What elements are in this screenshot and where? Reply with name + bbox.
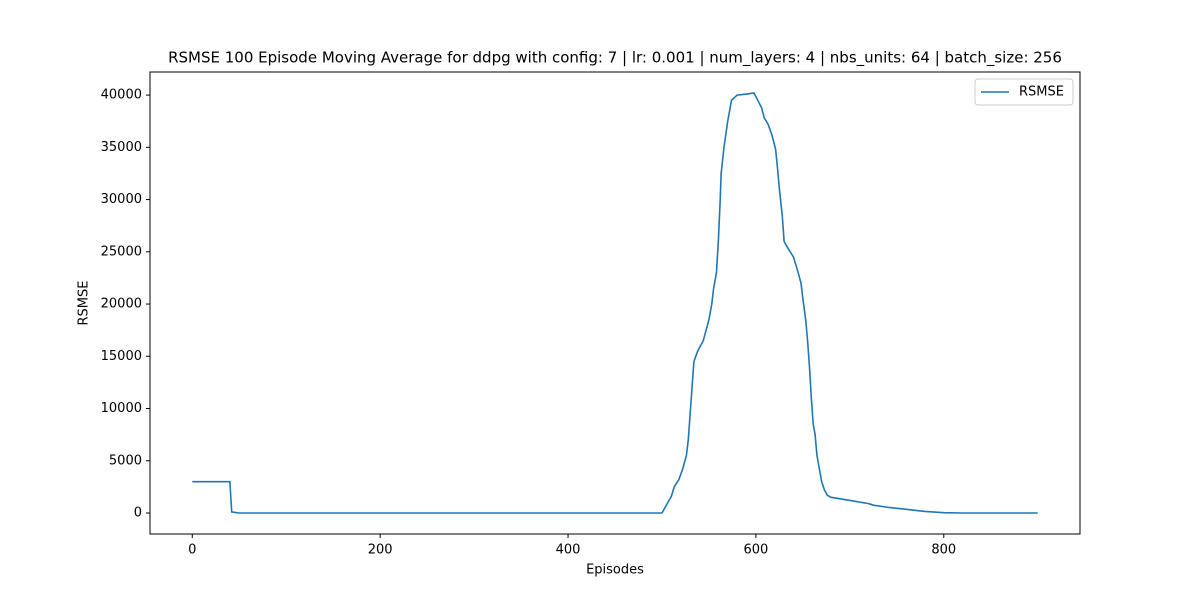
y-tick-label: 25000 (101, 244, 142, 259)
y-tick-label: 30000 (101, 192, 142, 207)
x-tick-label: 0 (188, 543, 196, 558)
legend-label: RSMSE (1019, 85, 1064, 100)
y-tick-label: 20000 (101, 297, 142, 312)
x-tick-label: 800 (931, 543, 956, 558)
y-tick-label: 40000 (101, 88, 142, 103)
y-axis-label: RSMSE (77, 281, 92, 326)
y-tick-label: 0 (134, 506, 142, 521)
y-tick-label: 10000 (101, 401, 142, 416)
chart-title: RSMSE 100 Episode Moving Average for ddp… (168, 49, 1062, 68)
x-tick-label: 400 (556, 543, 581, 558)
y-tick-label: 15000 (101, 349, 142, 364)
plot-frame (149, 71, 1081, 535)
x-axis-label: Episodes (586, 563, 644, 578)
y-tick-label: 35000 (101, 140, 142, 155)
legend-box (974, 78, 1074, 106)
line-series (192, 92, 1038, 514)
x-tick-label: 600 (743, 543, 768, 558)
y-tick-label: 5000 (109, 453, 142, 468)
x-tick-label: 200 (368, 543, 393, 558)
